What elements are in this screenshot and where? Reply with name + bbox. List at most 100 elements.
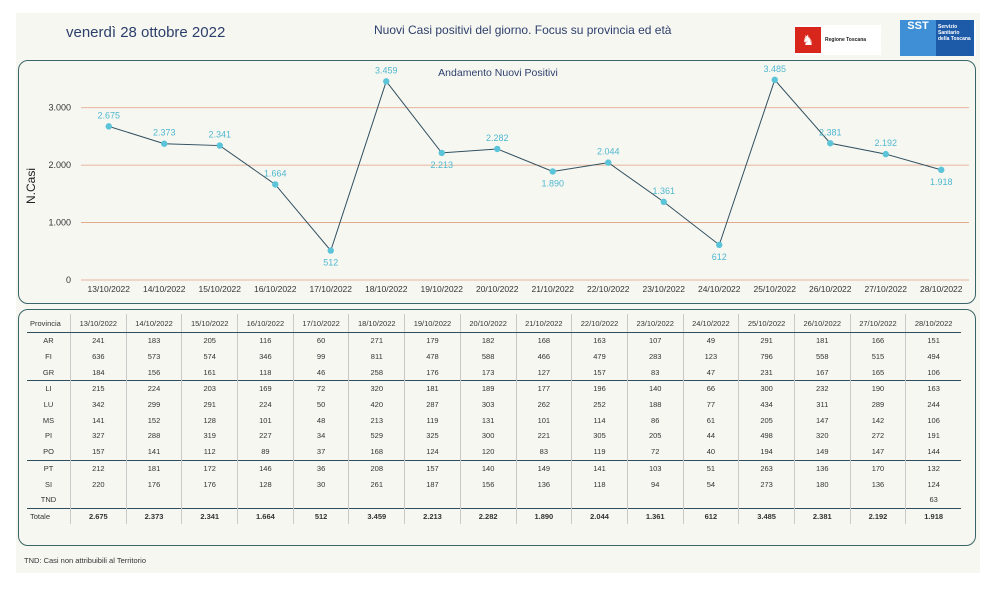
total-cell: 1.664 [237, 507, 294, 525]
value-cell: 558 [793, 348, 851, 365]
table-row: PO 157 141 112 89 37 168 124 120 83 119 72 40 194 149 1… [27, 443, 961, 460]
value-cell: 61 [682, 412, 739, 429]
value-cell: 40 [682, 443, 739, 460]
value-cell: 184 [70, 364, 127, 381]
value-cell: 636 [70, 348, 127, 365]
value-cell: 189 [459, 380, 516, 397]
value-cell: 165 [849, 364, 906, 381]
value-cell: 181 [125, 459, 182, 477]
regione-toscana-logo: ♞ Regione Toscana [795, 25, 881, 55]
value-cell: 144 [905, 443, 961, 460]
total-cell: 3.485 [738, 507, 795, 525]
value-cell: 283 [626, 348, 684, 365]
value-cell: 140 [459, 459, 516, 477]
data-point [660, 198, 667, 206]
value-cell: 183 [125, 332, 182, 349]
value-cell: 191 [905, 428, 961, 444]
value-cell: 54 [682, 476, 739, 492]
value-cell: 300 [738, 380, 795, 397]
value-cell: 180 [793, 476, 851, 492]
value-cell [738, 491, 795, 509]
value-cell: 588 [459, 348, 516, 365]
chart-panel: Andamento Nuovi Positivi N.Casi 0 1.000 2.00… [18, 60, 976, 304]
value-cell: 119 [571, 443, 628, 460]
table-row: MS 141 152 128 101 48 213 119 131 101 114 86 61 205 14… [27, 412, 961, 429]
page-subtitle: Nuovi Casi positivi del giorno. Focus su… [374, 23, 672, 37]
table-row: LI 215 224 203 169 72 320 181 189 177 196 140 66 300 2… [27, 380, 961, 397]
value-cell [404, 491, 461, 509]
value-cell: 170 [849, 459, 906, 477]
x-tick-label: 13/10/2022 [87, 284, 130, 294]
data-label: 512 [323, 258, 338, 268]
value-cell: 152 [125, 412, 182, 429]
province-cell: GR [42, 367, 55, 377]
header-date: 22/10/2022 [571, 314, 628, 333]
value-cell: 120 [459, 443, 516, 460]
report-date: venerdì 28 ottobre 2022 [66, 24, 226, 41]
value-cell: 99 [292, 348, 349, 365]
value-cell: 112 [181, 443, 238, 460]
data-label: 2.341 [208, 130, 231, 140]
value-cell: 157 [404, 459, 461, 477]
value-cell: 231 [738, 364, 795, 381]
value-cell: 101 [237, 412, 294, 429]
value-cell: 273 [738, 476, 795, 492]
value-cell: 811 [348, 348, 405, 365]
data-label: 2.213 [430, 160, 453, 170]
value-cell: 574 [181, 348, 238, 365]
total-cell: 2.213 [404, 507, 461, 525]
value-cell: 157 [70, 443, 127, 460]
value-cell: 320 [348, 380, 405, 397]
value-cell: 118 [571, 476, 628, 492]
value-cell: 156 [459, 476, 516, 492]
header-date: 15/10/2022 [181, 314, 238, 333]
data-point [105, 123, 112, 130]
footnote: TND: Casi non attribuibili al Territorio [24, 556, 146, 565]
value-cell: 515 [849, 348, 906, 365]
table-row: PI 327 288 319 227 34 529 325 300 221 305 205 44 498 3… [27, 428, 961, 444]
value-cell [125, 491, 182, 509]
header-date: 13/10/2022 [70, 314, 127, 333]
value-cell: 119 [404, 412, 461, 429]
value-cell: 77 [682, 396, 739, 413]
total-cell: 2.341 [181, 507, 238, 525]
value-cell: 203 [181, 380, 238, 397]
value-cell: 287 [404, 396, 461, 413]
province-cell: PO [43, 447, 54, 457]
value-cell: 224 [125, 380, 182, 397]
value-cell: 466 [515, 348, 572, 365]
value-cell: 168 [515, 332, 572, 349]
x-tick-label: 21/10/2022 [531, 284, 574, 294]
value-cell: 51 [682, 459, 739, 477]
value-cell: 166 [849, 332, 906, 349]
total-cell: 2.044 [571, 507, 628, 525]
cases-table: Provincia 13/10/2022 14/10/2022 15/10/2022 1… [27, 314, 961, 525]
value-cell: 305 [571, 428, 628, 444]
value-cell: 131 [459, 412, 516, 429]
data-point [605, 159, 612, 166]
province-cell: PI [44, 431, 53, 441]
x-tick-label: 16/10/2022 [254, 284, 297, 294]
value-cell [237, 491, 294, 509]
data-label: 2.675 [97, 110, 120, 120]
value-cell: 796 [738, 348, 795, 365]
value-cell: 181 [793, 332, 851, 349]
value-cell [181, 491, 238, 509]
value-cell: 50 [292, 396, 349, 413]
value-cell [348, 491, 405, 509]
value-cell: 72 [626, 443, 684, 460]
sst-logo: SST Servizio Sanitario della Toscana [900, 20, 976, 56]
data-label: 3.459 [375, 65, 398, 75]
value-cell: 212 [70, 459, 127, 477]
value-cell: 346 [237, 348, 294, 365]
value-cell: 146 [237, 459, 294, 477]
data-label: 2.192 [874, 138, 897, 148]
value-cell: 224 [237, 396, 294, 413]
y-axis-label: N.Casi [24, 168, 38, 204]
value-cell: 232 [793, 380, 851, 397]
header-date: 17/10/2022 [292, 314, 349, 333]
value-cell: 205 [738, 412, 795, 429]
table-row: GR 184 156 161 118 46 258 176 173 127 157 83 47 231 16… [27, 364, 961, 381]
header-date: 14/10/2022 [125, 314, 182, 333]
value-cell: 34 [292, 428, 349, 444]
